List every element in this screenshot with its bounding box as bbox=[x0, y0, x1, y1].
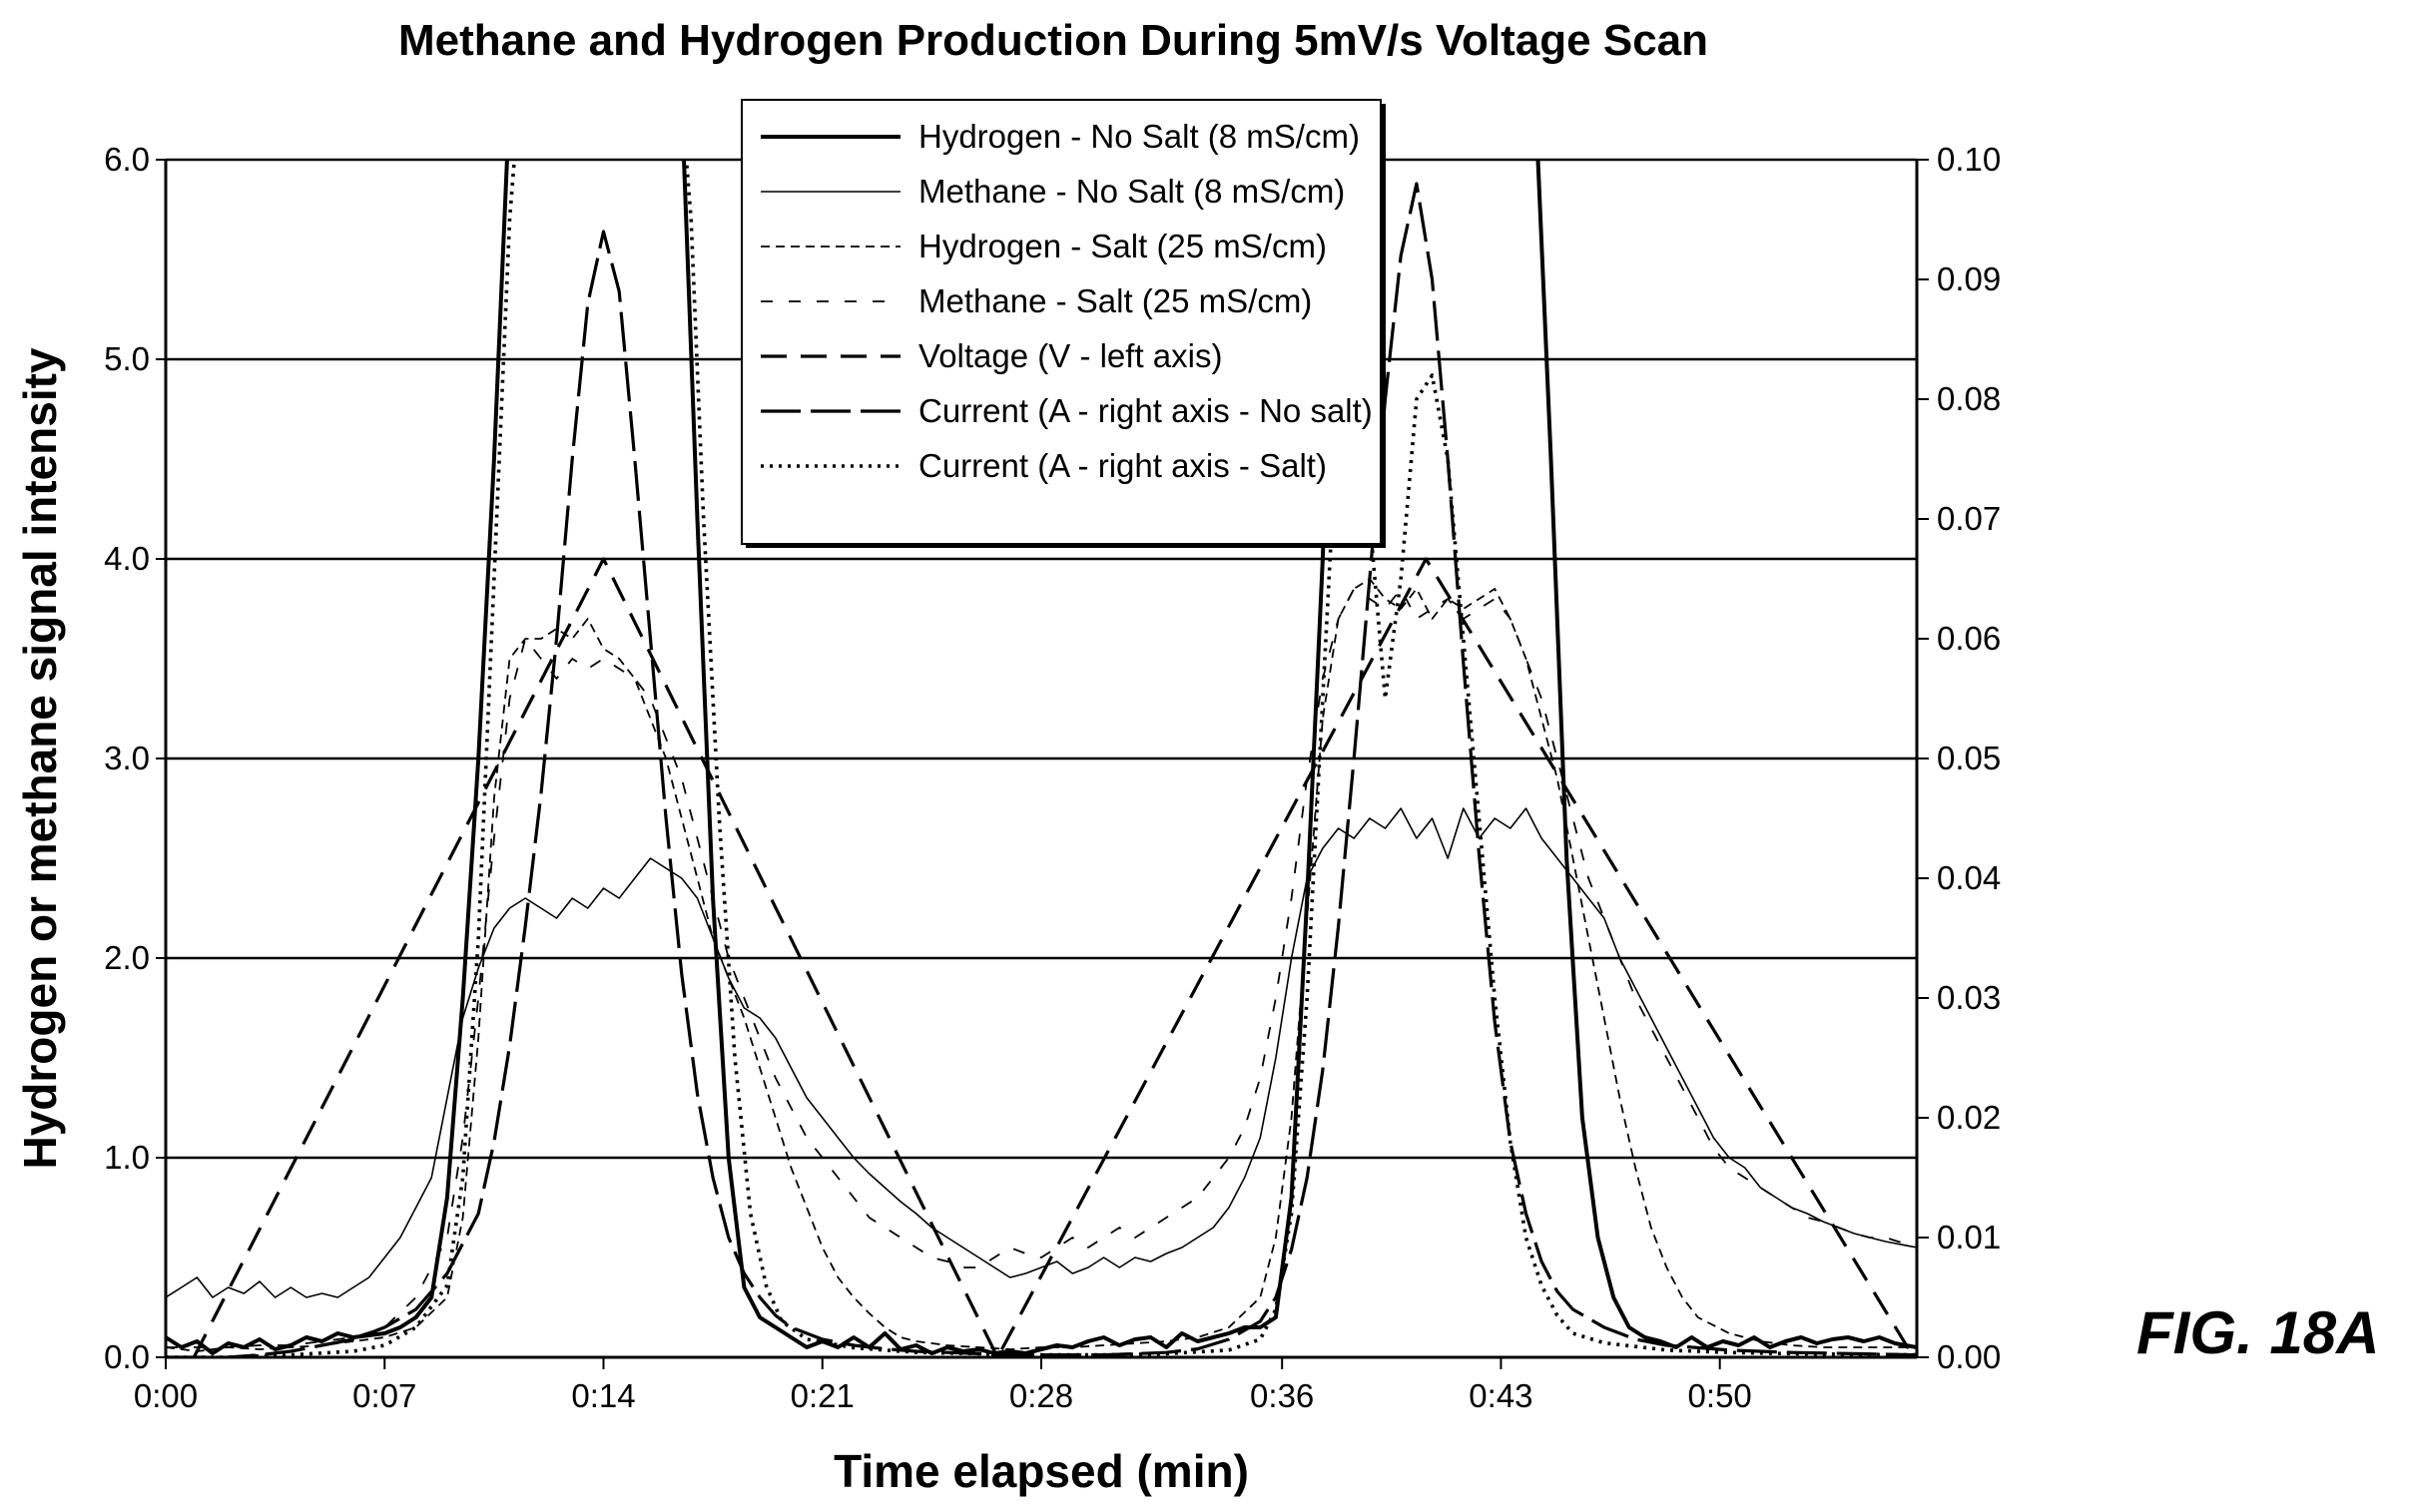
y-tick-label-6: 6.0 bbox=[104, 141, 150, 178]
y2-tick-label-3: 0.03 bbox=[1937, 979, 2001, 1016]
series-line-4 bbox=[192, 557, 1916, 1357]
legend-shadow-right bbox=[1381, 104, 1386, 548]
x-axis-ticks: 0:00 0:07 0:14 0:21 0:28 0:36 0:43 0:50 bbox=[134, 1357, 1752, 1414]
series-line-2 bbox=[166, 578, 1917, 1352]
series-line-1 bbox=[166, 807, 1917, 1298]
legend-label-2: Hydrogen - Salt (25 mS/cm) bbox=[918, 228, 1327, 264]
figure-label: FIG. 18A bbox=[2136, 1299, 2379, 1366]
y2-tick-label-0: 0.00 bbox=[1937, 1338, 2001, 1375]
y-tick-label-5: 5.0 bbox=[104, 340, 150, 377]
y2-tick-label-10: 0.10 bbox=[1937, 141, 2001, 178]
y2-tick-label-7: 0.07 bbox=[1937, 500, 2001, 537]
y-tick-label-0: 0.0 bbox=[104, 1338, 150, 1375]
legend-label-5: Current (A - right axis - No salt) bbox=[918, 392, 1373, 429]
series-line-3 bbox=[166, 588, 1917, 1348]
y2-tick-label-4: 0.04 bbox=[1937, 859, 2001, 896]
legend: Hydrogen - No Salt (8 mS/cm) Methane - No… bbox=[741, 99, 1386, 548]
chart-title: Methane and Hydrogen Production During 5… bbox=[398, 16, 1708, 65]
x-tick-label-0: 0:00 bbox=[134, 1377, 198, 1414]
legend-label-1: Methane - No Salt (8 mS/cm) bbox=[918, 173, 1345, 210]
x-tick-label-4: 0:28 bbox=[1009, 1377, 1073, 1414]
legend-box bbox=[741, 99, 1382, 545]
x-tick-label-7: 0:50 bbox=[1688, 1377, 1752, 1414]
y2-tick-label-8: 0.08 bbox=[1937, 380, 2001, 417]
legend-label-3: Methane - Salt (25 mS/cm) bbox=[918, 282, 1312, 319]
y-axis-label: Hydrogen or methane signal intensity bbox=[14, 347, 66, 1169]
series-layer bbox=[166, 160, 1917, 1357]
y2-axis-ticks: 0.00 0.01 0.02 0.03 0.04 0.05 0.06 0.07 0.08 0.09… bbox=[1917, 141, 2001, 1375]
legend-label-0: Hydrogen - No Salt (8 mS/cm) bbox=[918, 118, 1360, 155]
x-tick-label-6: 0:43 bbox=[1469, 1377, 1532, 1414]
x-tick-label-2: 0:14 bbox=[571, 1377, 635, 1414]
y2-tick-label-6: 0.06 bbox=[1937, 620, 2001, 657]
legend-label-4: Voltage (V - left axis) bbox=[918, 337, 1222, 374]
y2-tick-label-1: 0.01 bbox=[1937, 1219, 2001, 1256]
x-tick-label-3: 0:21 bbox=[791, 1377, 855, 1414]
y2-tick-label-5: 0.05 bbox=[1937, 740, 2001, 776]
legend-items: Hydrogen - No Salt (8 mS/cm) Methane - No… bbox=[761, 118, 1373, 484]
y-tick-label-3: 3.0 bbox=[104, 740, 150, 776]
legend-shadow-bottom bbox=[746, 544, 1386, 548]
y2-tick-label-2: 0.02 bbox=[1937, 1099, 2001, 1136]
x-tick-label-5: 0:36 bbox=[1250, 1377, 1314, 1414]
y-axis-ticks: 0.0 1.0 2.0 3.0 4.0 5.0 6.0 bbox=[104, 141, 166, 1375]
x-tick-label-1: 0:07 bbox=[352, 1377, 416, 1414]
y-tick-label-2: 2.0 bbox=[104, 939, 150, 976]
legend-label-6: Current (A - right axis - Salt) bbox=[918, 447, 1327, 484]
y-tick-label-4: 4.0 bbox=[104, 540, 150, 577]
y-tick-label-1: 1.0 bbox=[104, 1139, 150, 1176]
y2-tick-label-9: 0.09 bbox=[1937, 260, 2001, 297]
x-axis-label: Time elapsed (min) bbox=[834, 1445, 1249, 1497]
